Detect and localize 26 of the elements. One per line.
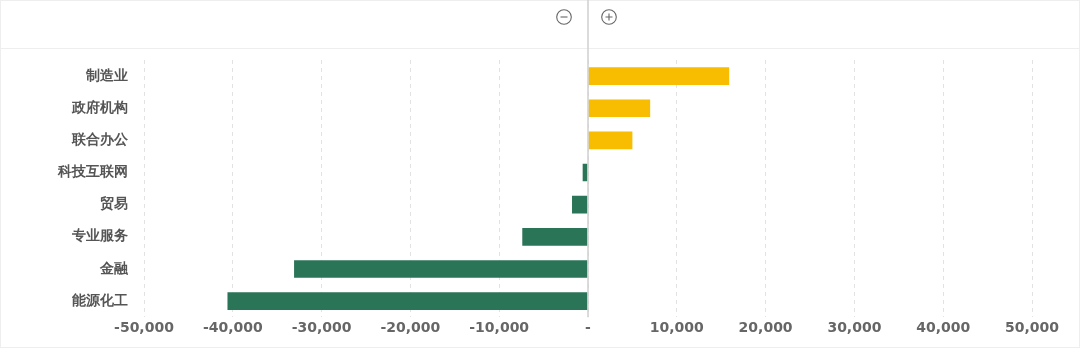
x-tick-label: -40,000: [202, 319, 263, 336]
bar: [588, 99, 651, 118]
x-tick-label: 40,000: [916, 319, 971, 336]
y-tick-label: 专业服务: [71, 227, 128, 244]
x-tick-label: 20,000: [738, 319, 793, 336]
y-tick-label: 联合办公: [71, 131, 129, 148]
bar: [572, 195, 588, 214]
x-tick-label: -50,000: [114, 319, 175, 336]
y-tick-label: 贸易: [100, 195, 128, 212]
x-tick-label: -: [585, 319, 592, 336]
x-tick-label: -30,000: [291, 319, 352, 336]
bar: [294, 260, 588, 278]
bar: [522, 227, 588, 246]
x-tick-label: 30,000: [827, 319, 882, 336]
x-tick-label: -10,000: [469, 319, 530, 336]
bar: [227, 292, 588, 310]
y-tick-label: 科技互联网: [57, 163, 128, 180]
y-tick-label: 制造业: [85, 66, 128, 83]
y-tick-label: 能源化工: [72, 291, 128, 308]
x-tick-label: 50,000: [1004, 319, 1060, 336]
bar: [588, 131, 633, 150]
y-tick-label: 金融: [99, 259, 129, 276]
x-tick-label: 10,000: [649, 319, 705, 336]
bar: [588, 67, 730, 85]
x-tick-label: -20,000: [380, 319, 441, 336]
y-tick-label: 政府机构: [71, 98, 128, 115]
